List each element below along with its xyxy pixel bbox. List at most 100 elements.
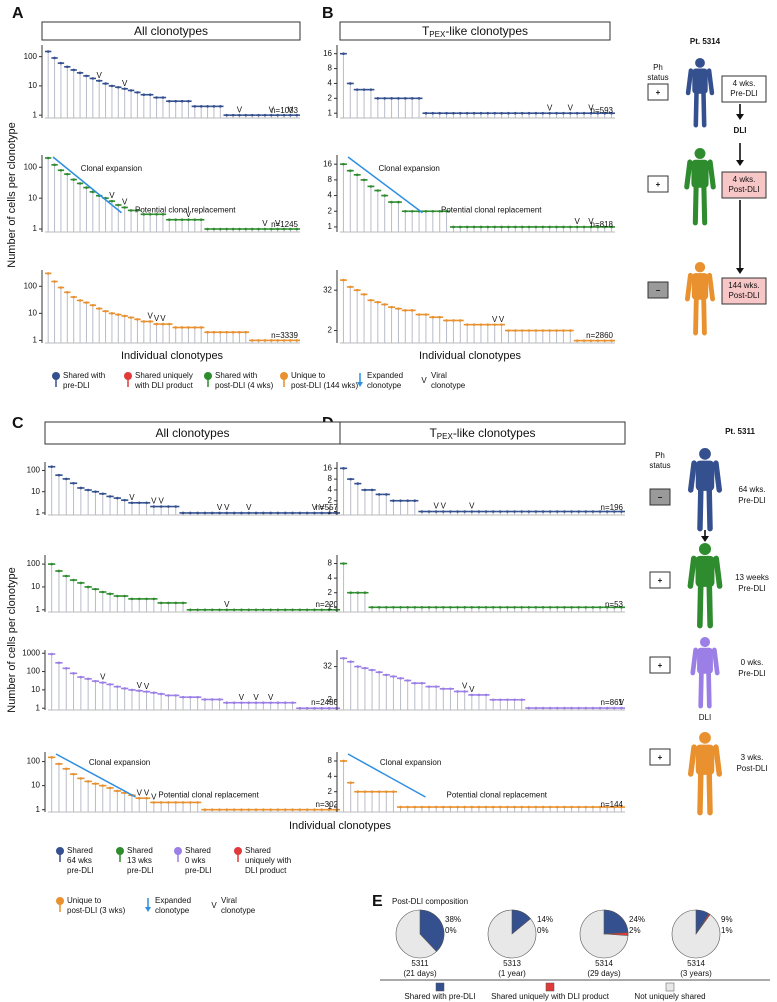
ph-sign-box	[647, 281, 669, 299]
dot	[456, 805, 459, 809]
dot	[327, 706, 331, 710]
dot	[569, 329, 572, 332]
x-axis-label: Individual clonotypes	[419, 350, 522, 362]
viral-marker: V	[434, 502, 440, 511]
dot	[556, 805, 559, 809]
n-label: n=2860	[586, 331, 613, 340]
legend-pin-head	[52, 372, 60, 380]
dot	[563, 706, 566, 710]
dot	[174, 326, 177, 329]
person-limb	[693, 90, 699, 128]
dot	[491, 698, 495, 702]
legend-label: Shared with	[215, 371, 257, 380]
dot	[598, 510, 602, 513]
arrow-head	[736, 160, 744, 166]
dot	[577, 805, 580, 809]
dot	[199, 218, 203, 222]
annotation: Potential clonal replacement	[441, 206, 542, 215]
dot	[247, 808, 251, 811]
dot	[534, 225, 538, 229]
dot	[527, 805, 531, 809]
dot	[362, 293, 366, 296]
viral-marker: V	[239, 693, 245, 702]
pie-subcategory: (3 years)	[680, 969, 712, 978]
dot	[152, 691, 156, 695]
viral-marker: V	[469, 502, 475, 511]
dot	[477, 805, 481, 809]
pie-value-label: 14%	[537, 915, 553, 924]
ph-sign-box	[649, 571, 671, 589]
person-figure	[687, 732, 723, 816]
dot	[456, 510, 459, 513]
y-tick-label: 100	[24, 162, 38, 171]
dot	[424, 111, 428, 115]
dot	[257, 113, 260, 117]
dot	[85, 301, 88, 304]
person-torso	[692, 68, 708, 94]
legend-label: Shared with pre-DLI	[404, 992, 475, 1001]
dot	[270, 339, 273, 342]
dot	[377, 493, 381, 496]
legend-pin-head	[56, 847, 64, 855]
panel-letter: C	[12, 415, 24, 432]
viral-marker: V	[144, 682, 150, 691]
dot	[610, 111, 613, 115]
dot	[355, 173, 359, 177]
dot	[499, 698, 502, 702]
dot	[212, 227, 216, 231]
dot	[50, 562, 53, 566]
dot	[434, 685, 438, 688]
dot	[472, 323, 476, 326]
dot	[620, 606, 623, 609]
viral-marker: V	[237, 105, 243, 114]
dot	[196, 801, 199, 804]
dot	[137, 501, 141, 505]
legend-label: with DLI product	[134, 381, 194, 390]
dot	[582, 339, 586, 342]
legend-label: pre-DLI	[63, 381, 90, 390]
person-limb	[701, 184, 708, 226]
dot	[369, 298, 373, 302]
dot	[193, 218, 197, 222]
dot	[257, 339, 260, 342]
dot	[541, 805, 545, 809]
annotation: Potential clonal replacement	[135, 206, 236, 215]
header-part: T	[429, 426, 437, 440]
dot	[225, 808, 229, 811]
dot	[240, 608, 243, 612]
dot	[431, 209, 435, 213]
legend-label: Shared	[67, 846, 93, 855]
dot	[413, 606, 417, 609]
dot	[370, 606, 374, 609]
dot	[399, 805, 402, 809]
viral-marker: V	[246, 503, 252, 512]
dot	[427, 685, 431, 688]
dot	[589, 225, 593, 229]
dot	[493, 323, 496, 326]
dot	[189, 695, 192, 699]
dot	[225, 511, 229, 515]
y-tick-label: 1	[328, 602, 333, 611]
dot	[231, 113, 235, 117]
dot	[238, 330, 241, 334]
person-head	[694, 148, 706, 159]
person-limb	[713, 744, 723, 777]
dot	[276, 511, 280, 515]
dot	[520, 111, 524, 115]
dot	[250, 113, 254, 117]
ph-sign: −	[656, 286, 661, 295]
x-axis-label: Individual clonotypes	[121, 350, 224, 362]
dot	[431, 315, 435, 319]
dot	[269, 511, 272, 515]
n-label: n=196	[601, 503, 624, 512]
legend-label: pre-DLI	[127, 866, 154, 875]
y-tick-label: 4	[328, 79, 333, 88]
dot	[187, 99, 190, 103]
legend-label: uniquely with	[245, 856, 291, 865]
time-label: Pre-DLI	[730, 89, 758, 98]
person-torso	[691, 273, 709, 300]
pie-value-label: 2%	[629, 926, 641, 935]
dot	[298, 808, 302, 811]
person-head	[699, 637, 711, 648]
dot	[342, 52, 345, 56]
